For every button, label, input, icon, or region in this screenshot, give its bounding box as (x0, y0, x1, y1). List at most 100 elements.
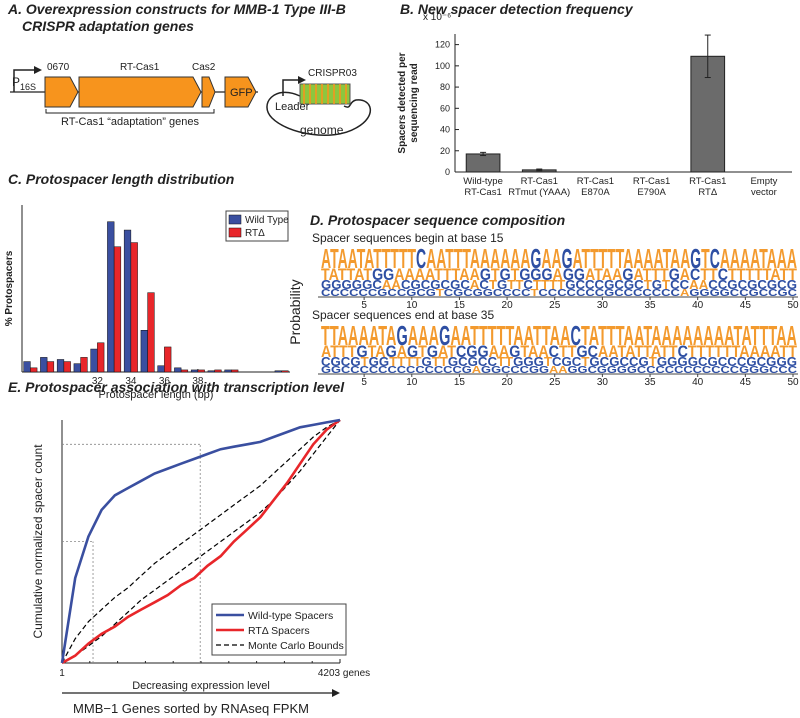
logo-letter: G (372, 265, 383, 284)
logo-letter: T (751, 320, 760, 351)
logo-letter: A (338, 320, 348, 351)
logo-letter: C (557, 288, 566, 299)
logo-letter: A (338, 243, 348, 274)
logo-letter: T (462, 243, 471, 274)
x-tick-label: RT-Cas1 (577, 176, 614, 187)
logo-letter: A (633, 243, 643, 274)
panel-d: D. Protospacer sequence composition Prob… (287, 212, 799, 388)
logo-letter: C (572, 355, 582, 369)
logo-row: ATTTGTAGAGTGATCGGAAGTAACTTGCAATATTATTCTT… (321, 342, 798, 361)
logo-letter: T (598, 320, 607, 351)
bar (90, 348, 98, 373)
logo-letter: T (760, 320, 769, 351)
logo-letter: T (701, 243, 710, 274)
logo-letter: G (565, 278, 575, 292)
logo-letter: A (770, 342, 780, 361)
logo-letter: G (350, 355, 360, 369)
logo-letter: G (491, 365, 501, 376)
logo-letter: T (347, 265, 356, 284)
logo-letter: T (505, 355, 513, 369)
gene (78, 76, 202, 108)
logo-letter: C (434, 365, 443, 376)
logo-letter: C (443, 365, 452, 376)
y-tick-label: 60 (440, 103, 450, 113)
logo-letter: T (432, 355, 440, 369)
logo-letter: G (407, 342, 418, 361)
logo-letter: T (616, 243, 625, 274)
logo-letter: C (642, 288, 651, 299)
logo-letter: G (321, 278, 331, 292)
logo-letter: T (339, 342, 348, 361)
logo-letter: G (767, 278, 777, 292)
promoter-label: P (12, 75, 20, 89)
logo-letter: T (505, 320, 514, 351)
logo-letter: C (521, 288, 530, 299)
logo-letter: C (441, 278, 451, 292)
logo-letter: T (447, 342, 456, 361)
x-tick-label: 38 (192, 376, 204, 387)
x-tick-label: RTΔ (698, 187, 717, 198)
bar (113, 246, 122, 373)
y-axis-label: Spacers detected per (397, 52, 408, 153)
logo-letter: T (321, 265, 330, 284)
y-tick-label: 80 (440, 82, 450, 92)
logo-letter: G (352, 278, 362, 292)
logo-letter: A (699, 278, 709, 292)
logo-letter: A (643, 243, 653, 274)
logo-letter: G (513, 355, 523, 369)
logo-row: ATAATATTTTTCAATTTAAAAAAGAAGATTTTTAAAATAA… (321, 243, 797, 274)
x-axis-label: MMB−1 Genes sorted by RNAseq FPKM (73, 701, 309, 716)
y-axis-label: % Protospacers (4, 250, 15, 326)
logo-letter: G (430, 278, 440, 292)
logo-letter: C (788, 365, 797, 376)
logo-letter: T (734, 320, 743, 351)
logo-letter: C (538, 288, 547, 299)
logo-letter: C (341, 365, 350, 376)
logo-letter: A (436, 243, 446, 274)
logo-letter: C (372, 278, 382, 292)
x-tick-label: RT-Cas1 (521, 176, 558, 187)
logo-letter: T (723, 342, 732, 361)
logo-letter: A (438, 342, 448, 361)
logo-row: GGGGGCAACGCGCGCACTGTTCTTTTGCCCGCGCTGTCCA… (321, 278, 797, 292)
logo-letter: T (663, 243, 672, 274)
logo-letter: T (489, 278, 497, 292)
bar (63, 361, 71, 373)
logo-letter: G (466, 342, 477, 361)
x-tick-label: RT-Cas1 (464, 187, 501, 198)
logo-letter: A (391, 278, 401, 292)
logo-letter: T (662, 278, 670, 292)
x-tick-label: E870A (581, 187, 610, 198)
logo-letter: C (737, 355, 747, 369)
logo-letter: G (787, 355, 797, 369)
logo-letter: G (604, 278, 614, 292)
logo-letter: T (644, 278, 652, 292)
gene-label: Cas2 (192, 62, 216, 73)
logo-letter: T (763, 265, 772, 284)
logo-letter: G (652, 278, 662, 292)
logo-letter: A (358, 320, 368, 351)
bar (73, 363, 81, 373)
logo-letter: C (415, 365, 424, 376)
logo-letter: C (585, 278, 595, 292)
logo-letter: T (321, 320, 330, 351)
logo-letter: G (529, 365, 539, 376)
logo-letter: A (489, 342, 499, 361)
logo-letter: T (544, 355, 552, 369)
logo-letter: T (470, 320, 479, 351)
logo-letter: T (669, 342, 678, 361)
logo-letter: G (331, 355, 341, 369)
logo-letter: A (348, 320, 358, 351)
x-tick-label: 45 (740, 377, 752, 388)
error-bar (480, 151, 487, 157)
x-tick-label: 4203 genes (318, 668, 370, 679)
bar (107, 221, 115, 373)
logo-letter: C (585, 288, 594, 299)
logo-letter: G (667, 355, 677, 369)
error-bar (536, 168, 543, 172)
logo-letter: G (766, 355, 776, 369)
x-tick-label: 50 (787, 377, 799, 388)
logo-letter: G (759, 365, 769, 376)
logo-letter: C (321, 288, 330, 299)
